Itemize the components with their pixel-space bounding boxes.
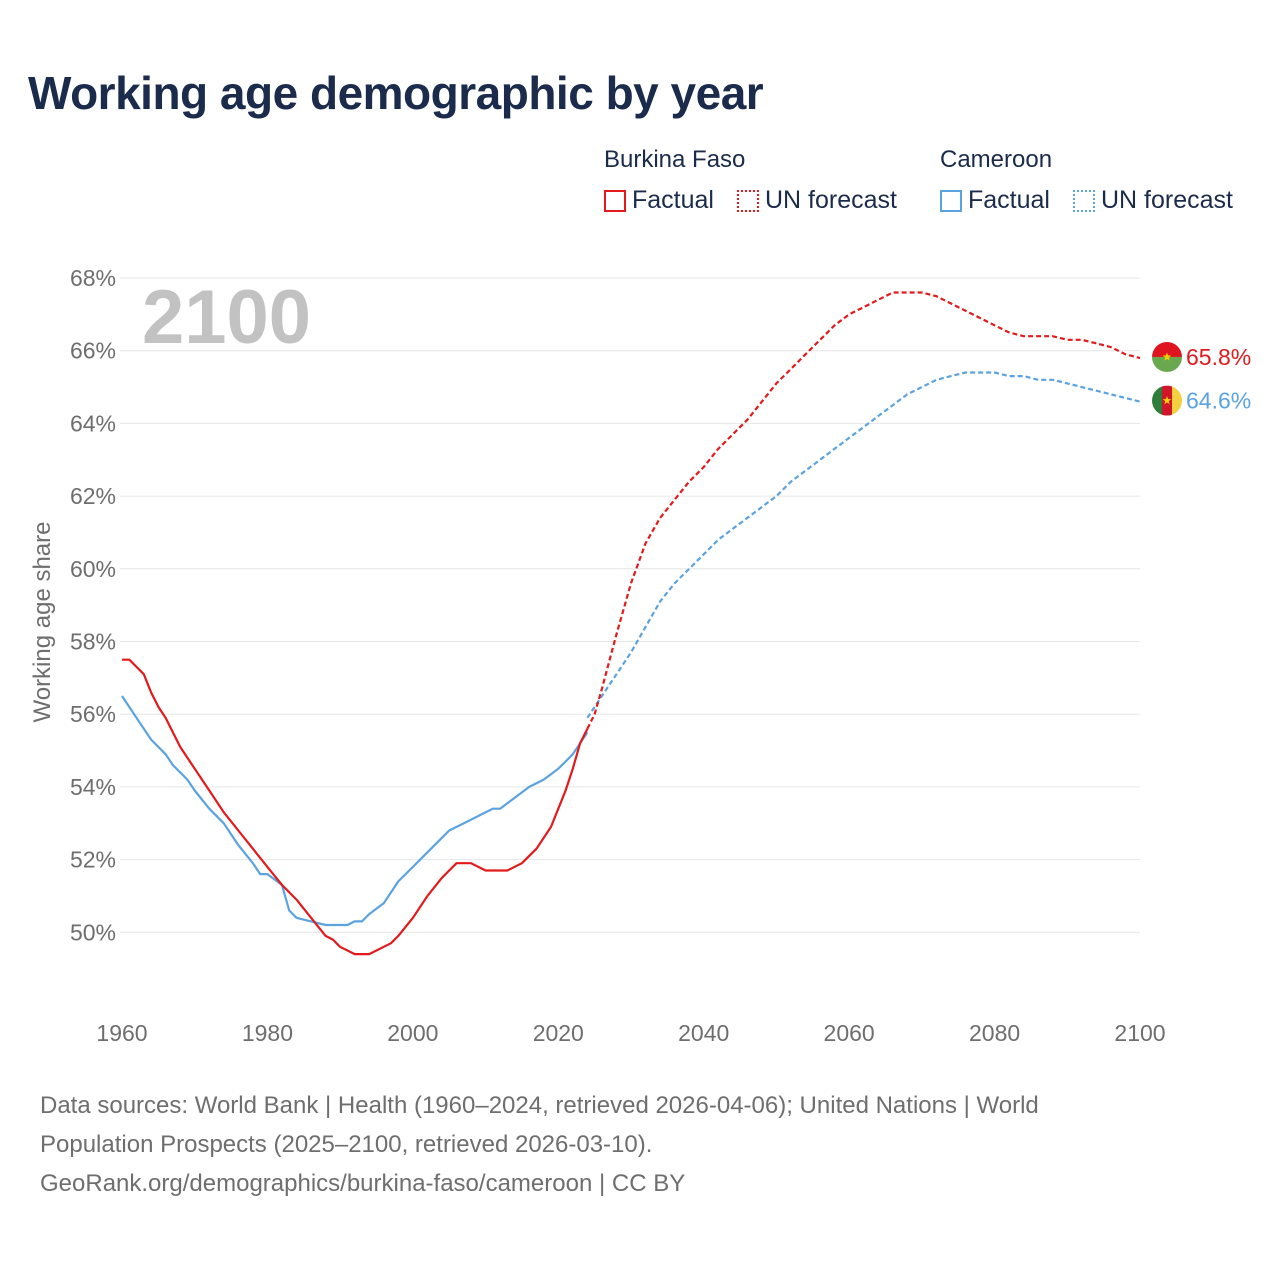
series-line-cameroon-forecast: [586, 371, 1141, 719]
x-tick-label: 2060: [824, 1020, 875, 1046]
legend-cameroon-factual[interactable]: Factual: [940, 186, 1050, 215]
footer-line[interactable]: GeoRank.org/demographics/burkina-faso/ca…: [40, 1170, 686, 1197]
legend-label: Factual: [632, 186, 714, 214]
y-tick-label: 56%: [70, 701, 116, 727]
x-tick-label: 2040: [678, 1020, 729, 1046]
series-line-cameroon-factual: [121, 695, 589, 927]
legend-country-cameroon: Cameroon: [940, 146, 1053, 173]
y-tick-label: 52%: [70, 847, 116, 873]
legend-label: Factual: [968, 186, 1050, 214]
x-tick-label: 2000: [387, 1020, 438, 1046]
footer-line: Population Prospects (2025–2100, retriev…: [40, 1131, 653, 1158]
legend-cameroon-forecast[interactable]: UN forecast: [1073, 186, 1233, 215]
legend-label: UN forecast: [765, 186, 897, 214]
y-tick-label: 50%: [70, 919, 116, 945]
legend-burkina-faso-forecast[interactable]: UN forecast: [737, 186, 897, 215]
legend-swatch-dotted: [1073, 189, 1095, 212]
year-overlay: 2100: [142, 275, 311, 360]
x-tick-label: 2080: [969, 1020, 1020, 1046]
x-tick-label: 2100: [1114, 1020, 1165, 1046]
burkina-faso-flag-icon[interactable]: [1152, 341, 1182, 372]
x-tick-label: 1960: [96, 1020, 147, 1046]
legend-swatch-dotted: [737, 189, 759, 212]
cameroon-flag-icon[interactable]: [1152, 385, 1182, 416]
legend-swatch-solid: [604, 189, 626, 212]
y-tick-label: 60%: [70, 556, 116, 582]
x-tick-label: 2020: [533, 1020, 584, 1046]
y-tick-label: 68%: [70, 265, 116, 291]
series-lines: [121, 291, 1141, 956]
legend-label: UN forecast: [1101, 186, 1233, 214]
grid-lines: [120, 277, 1140, 933]
y-axis-label: Working age share: [29, 522, 56, 723]
footer-sources: Data sources: World Bank | Health (1960–…: [40, 1086, 1240, 1203]
end-value-label: 64.6%: [1186, 388, 1251, 414]
series-line-burkina-faso-factual: [122, 658, 589, 956]
x-tick-label: 1980: [242, 1020, 293, 1046]
series-line-burkina-faso-forecast: [586, 291, 1141, 730]
legend-country-burkina-faso: Burkina Faso: [604, 146, 746, 173]
legend-burkina-faso-factual[interactable]: Factual: [604, 186, 714, 215]
legend-swatch-solid: [940, 189, 962, 212]
end-markers[interactable]: 65.8% 64.6%: [1152, 341, 1251, 416]
y-tick-label: 62%: [70, 483, 116, 509]
footer-line: Data sources: World Bank | Health (1960–…: [40, 1092, 1039, 1119]
y-tick-label: 58%: [70, 629, 116, 655]
y-tick-label: 66%: [70, 338, 116, 364]
chart-title: Working age demographic by year: [28, 67, 764, 119]
end-value-label: 65.8%: [1186, 344, 1251, 370]
line-chart: 68% 66% 64% 62% 60% 58% 56% 54% 52% 50% 1960 1980 20…: [29, 265, 1251, 1046]
y-tick-label: 64%: [70, 410, 116, 436]
y-tick-label: 54%: [70, 774, 116, 800]
axis-ticks: 68% 66% 64% 62% 60% 58% 56% 54% 52% 50% 1960 1980 20…: [70, 265, 1166, 1046]
